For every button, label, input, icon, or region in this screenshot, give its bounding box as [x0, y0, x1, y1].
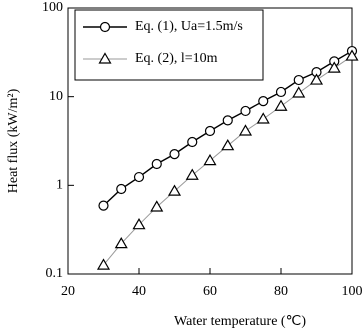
y-tick-label: 0.1 — [46, 266, 64, 281]
legend-label: Eq. (1), Ua=1.5m/s — [135, 19, 243, 34]
y-tick-label: 100 — [42, 0, 63, 15]
marker — [185, 168, 199, 180]
marker — [309, 73, 324, 85]
x-tick-label: 80 — [274, 284, 288, 299]
marker — [293, 74, 304, 86]
y-axis-label: Heat flux (kW/m²) — [6, 88, 21, 193]
x-tick-label: 100 — [342, 284, 363, 299]
marker — [204, 125, 216, 137]
legend-box — [74, 9, 264, 81]
x-tick-label: 40 — [132, 284, 146, 299]
legend-label: Eq. (2), l=10m — [135, 51, 218, 66]
marker — [132, 217, 146, 230]
marker — [221, 138, 235, 151]
marker — [275, 86, 287, 98]
x-tick-label: 60 — [203, 284, 217, 299]
marker — [292, 86, 306, 98]
marker — [222, 115, 233, 126]
marker — [133, 171, 145, 183]
marker — [167, 184, 182, 196]
marker — [150, 200, 164, 212]
marker — [240, 105, 251, 117]
marker — [274, 99, 288, 111]
marker — [151, 158, 162, 170]
y-tick-label: 1 — [56, 178, 63, 193]
marker — [114, 236, 128, 249]
marker — [345, 49, 359, 61]
marker — [187, 136, 198, 148]
x-tick-label: 20 — [61, 284, 75, 299]
marker — [116, 183, 127, 195]
marker — [258, 96, 269, 107]
legend-marker — [98, 52, 112, 64]
x-axis-label: Water temperature (℃) — [174, 314, 306, 329]
marker — [98, 200, 109, 211]
marker — [256, 112, 270, 124]
marker — [238, 124, 253, 136]
legend-marker — [99, 21, 111, 33]
series-line — [103, 55, 353, 266]
marker — [169, 149, 180, 160]
y-tick-label: 10 — [49, 89, 63, 104]
marker — [96, 258, 111, 270]
marker — [327, 61, 341, 73]
marker — [203, 153, 217, 166]
